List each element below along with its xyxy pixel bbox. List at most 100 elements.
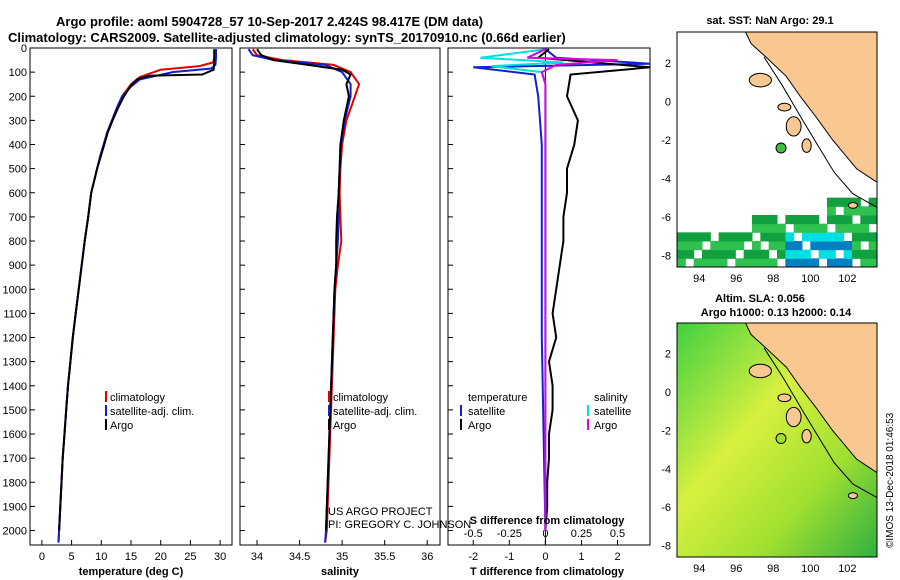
s-tick-label: -0.5 (464, 528, 483, 540)
lat-tick-label: -6 (661, 212, 671, 224)
sst-cell (685, 249, 695, 259)
copyright-footer: ©IMOS 13-Dec-2018 01:46:53 (885, 412, 896, 548)
x-tick-label: 2 (614, 551, 620, 563)
lon-tick-label: 94 (693, 563, 705, 575)
island (748, 72, 772, 88)
x-tick-label: -2 (468, 551, 478, 563)
float-position-marker (775, 433, 787, 445)
sst-cell (868, 232, 877, 242)
sst-cell (785, 232, 795, 242)
sst-cell (727, 249, 736, 259)
s-tick-label: 0.5 (610, 528, 625, 540)
sst-cell (860, 249, 870, 259)
sst-cell (827, 258, 836, 267)
sst-cell (802, 232, 811, 242)
lon-tick-label: 96 (730, 563, 742, 575)
salinity-xlabel: salinity (321, 566, 360, 578)
sst-cell (827, 206, 836, 216)
lat-tick-label: 0 (665, 387, 671, 399)
sst-cell (718, 240, 728, 251)
legend-satellite-label: satellite-adj. clim. (110, 406, 194, 418)
sst-cell (743, 258, 753, 267)
series-argo (256, 48, 352, 531)
sst-cell (685, 232, 695, 242)
lon-tick-label: 98 (767, 563, 779, 575)
sumatra-land (744, 323, 877, 474)
sst-cell (777, 223, 786, 233)
sst-cell (768, 232, 778, 242)
x-tick-label: -1 (504, 551, 514, 563)
sst-cell (843, 223, 853, 233)
lat-tick-label: -4 (661, 173, 671, 185)
credit-line2: PI: GREGORY C. JOHNSON (328, 519, 471, 531)
sst-cell (843, 197, 853, 207)
sst-cell (752, 214, 761, 225)
sst-cell (868, 214, 877, 225)
map-frame (676, 31, 878, 268)
sst-cell (852, 206, 861, 216)
lon-tick-label: 102 (838, 273, 856, 285)
sst-cell (718, 258, 728, 267)
sst-cell (777, 240, 786, 251)
sst-cell (827, 240, 836, 251)
sst-cell (702, 232, 711, 242)
sst-cell (718, 249, 728, 259)
sst-cell (752, 240, 761, 251)
sst-cell (868, 258, 877, 267)
sst-cell (843, 206, 853, 216)
sst-cell (860, 206, 870, 216)
lat-tick-label: -2 (661, 135, 671, 147)
sst-cell (760, 223, 770, 233)
legend-argo-label: Argo (333, 420, 356, 432)
depth-ticks (30, 47, 453, 532)
sst-cell (860, 258, 870, 267)
island (785, 116, 802, 137)
sst-cell (868, 249, 877, 259)
difference-top-xlabel: S difference from climatology (470, 515, 626, 527)
series-climatology (57, 49, 217, 543)
sst-cell (752, 249, 761, 259)
sst-cell (735, 240, 745, 251)
sla-map: 94 96 98 100 102 2 0 -2 -4 -6 -8 (661, 322, 878, 575)
sst-cell (743, 249, 753, 259)
depth-tick-label: 900 (9, 260, 27, 272)
sst-map-title: sat. SST: NaN Argo: 29.1 (706, 15, 833, 27)
salinity-legend: climatology satellite-adj. clim. Argo (328, 391, 417, 432)
sst-cell (677, 240, 686, 251)
sst-cell (743, 232, 753, 242)
sla-map-title-line1: Altim. SLA: 0.056 (715, 293, 805, 305)
s-tick-label: 0.25 (571, 528, 592, 540)
depth-tick-label: 600 (9, 188, 27, 200)
sst-cell (677, 232, 686, 242)
x-tick-label: 25 (184, 551, 196, 563)
depth-tick-label: 1900 (3, 501, 27, 513)
sst-cell (827, 249, 836, 259)
legend-salinity-title: salinity (594, 392, 628, 404)
x-tick-label: 0 (39, 551, 45, 563)
depth-tick-label: 1800 (3, 477, 27, 489)
sst-cell (852, 223, 861, 233)
depth-tick-label: 200 (9, 91, 27, 103)
lat-tick-label: 0 (665, 96, 671, 108)
x-tick-label: 35.5 (374, 551, 395, 563)
sst-cell (810, 232, 820, 242)
lon-tick-label: 96 (730, 273, 742, 285)
island (847, 201, 859, 209)
sst-cell (843, 240, 853, 251)
sst-cell (860, 223, 870, 233)
difference-legend: temperature satellite Argo salinity sate… (460, 392, 631, 432)
sst-cell (860, 214, 870, 225)
depth-tick-label: 1300 (3, 357, 27, 369)
depth-tick-label: 800 (9, 236, 27, 248)
temperature-legend: climatology satellite-adj. clim. Argo (105, 391, 194, 432)
sst-cell (835, 197, 845, 207)
legend-t-satellite-label: satellite (468, 406, 505, 418)
sst-cell (835, 214, 845, 225)
x-tick-label: 20 (155, 551, 167, 563)
figure-title-line2: Climatology: CARS2009. Satellite-adjuste… (8, 30, 566, 45)
lat-tick-label: -8 (661, 250, 671, 262)
sst-cell (785, 258, 795, 267)
sst-cell (843, 214, 853, 225)
sst-cell (843, 249, 853, 259)
